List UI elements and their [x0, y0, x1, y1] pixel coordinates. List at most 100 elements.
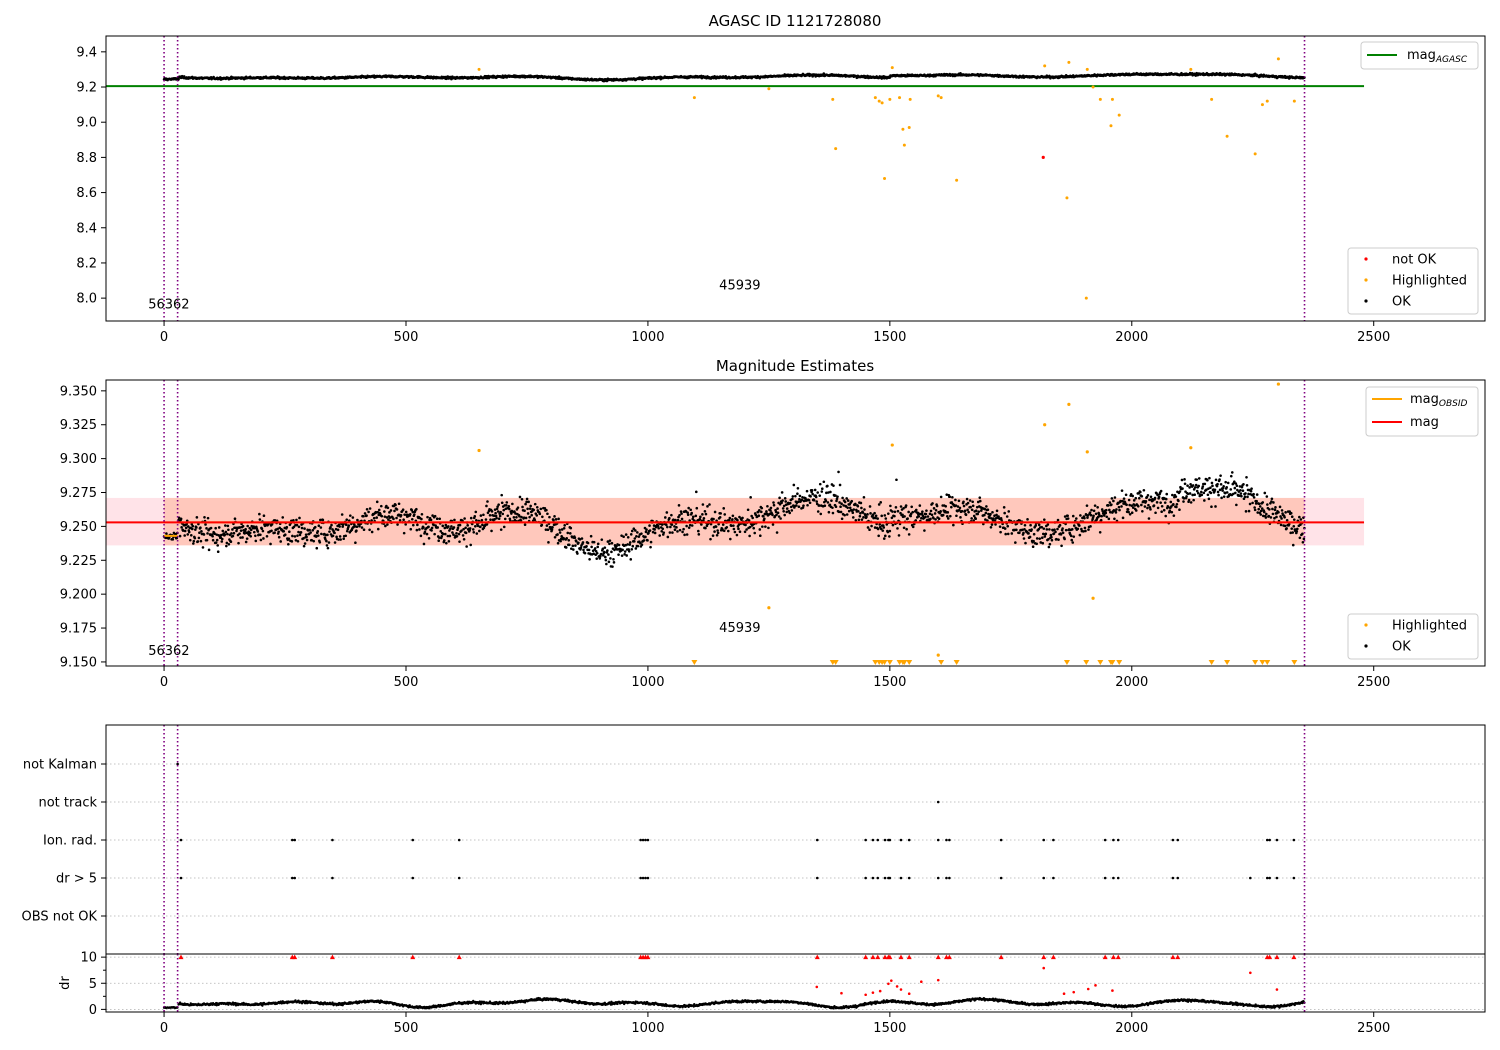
ok-point — [609, 557, 612, 560]
ok-point — [649, 540, 653, 544]
ok-point — [670, 523, 674, 526]
ok-point — [628, 543, 632, 546]
ok-point — [429, 518, 433, 522]
ok-point — [191, 524, 195, 528]
agasc-y-tick-label: 9.0 — [76, 116, 97, 131]
flag-point — [290, 838, 294, 842]
ok-point — [785, 507, 789, 510]
ok-point — [360, 526, 364, 529]
ok-point — [612, 557, 615, 561]
ok-point — [934, 508, 938, 512]
ok-point — [237, 541, 240, 545]
ok-point — [761, 525, 764, 528]
ok-point — [1060, 544, 1063, 548]
ok-point — [1233, 486, 1237, 490]
ok-point — [325, 539, 328, 543]
ok-point — [884, 517, 888, 520]
ok-point — [762, 514, 765, 518]
highlighted-point — [1253, 152, 1257, 156]
ok-point — [1229, 488, 1233, 491]
ok-point — [630, 529, 634, 533]
ok-point — [433, 532, 436, 536]
ok-point — [772, 503, 776, 507]
ok-point — [1032, 532, 1036, 536]
ok-point — [1086, 516, 1089, 519]
ok-point — [715, 533, 719, 537]
ok-point — [843, 500, 847, 504]
ok-point — [680, 512, 683, 515]
ok-point — [1147, 503, 1150, 507]
ok-point — [1277, 510, 1280, 514]
ok-point — [676, 518, 680, 522]
ok-point — [644, 530, 648, 534]
ok-point — [302, 544, 306, 548]
ok-point — [546, 528, 550, 532]
ok-point — [577, 541, 580, 545]
ok-point — [503, 517, 507, 521]
flag-point — [871, 876, 875, 880]
ok-point — [1098, 530, 1102, 534]
agasc-x-tick-label: 2000 — [1115, 330, 1148, 345]
ok-point — [342, 537, 345, 541]
ok-point — [636, 531, 639, 534]
ok-point — [815, 500, 818, 503]
ok-point — [355, 525, 359, 529]
ok-point — [550, 528, 554, 531]
ok-point — [771, 513, 774, 517]
ok-point — [193, 536, 197, 540]
ok-point — [386, 523, 389, 526]
ok-point — [499, 510, 502, 514]
ok-point — [259, 533, 262, 537]
ok-point — [238, 532, 241, 535]
ok-point — [1226, 481, 1230, 485]
ok-point — [383, 510, 386, 513]
ok-point — [430, 526, 434, 530]
clipped-marker — [691, 660, 698, 665]
ok-point — [604, 555, 607, 559]
agasc-y-tick-label: 8.4 — [76, 221, 97, 236]
ok-point — [1178, 508, 1181, 512]
ok-point — [396, 523, 399, 526]
ok-point — [230, 532, 233, 535]
ok-point — [653, 531, 657, 535]
ok-point — [852, 508, 856, 511]
ok-point — [795, 504, 798, 507]
ok-point — [1298, 515, 1301, 519]
ok-point — [1035, 537, 1039, 540]
ok-point — [165, 532, 168, 535]
ok-point — [553, 515, 556, 518]
ok-point — [736, 518, 739, 522]
legend-label: OK — [1392, 640, 1411, 655]
ok-point — [909, 514, 912, 518]
ok-point — [1245, 483, 1249, 487]
ok-point — [485, 523, 489, 526]
ok-point — [1034, 524, 1037, 527]
ok-point — [851, 511, 855, 515]
ok-point — [965, 497, 969, 501]
ok-point — [303, 527, 306, 530]
flag-point — [1042, 838, 1046, 842]
ok-point — [694, 490, 698, 494]
ok-point — [227, 528, 230, 532]
ok-point — [1183, 478, 1186, 481]
ok-point — [528, 515, 531, 519]
flag-point — [1112, 838, 1115, 842]
ok-point — [450, 525, 453, 528]
ok-point — [957, 499, 961, 503]
ok-point — [764, 525, 767, 528]
highlighted-point — [477, 67, 481, 71]
ok-point — [1003, 527, 1007, 530]
ok-point — [933, 512, 937, 515]
ok-point — [220, 540, 224, 543]
highlighted-point — [1065, 196, 1069, 200]
ok-point — [1214, 505, 1217, 508]
ok-point — [363, 512, 367, 515]
ok-point — [355, 529, 358, 533]
ok-point — [1015, 528, 1018, 532]
ok-point — [1202, 491, 1206, 495]
not-ok-point — [1041, 155, 1045, 159]
ok-point — [725, 525, 729, 529]
ok-point — [478, 529, 481, 533]
ok-point — [516, 506, 520, 509]
ok-point — [910, 505, 913, 509]
